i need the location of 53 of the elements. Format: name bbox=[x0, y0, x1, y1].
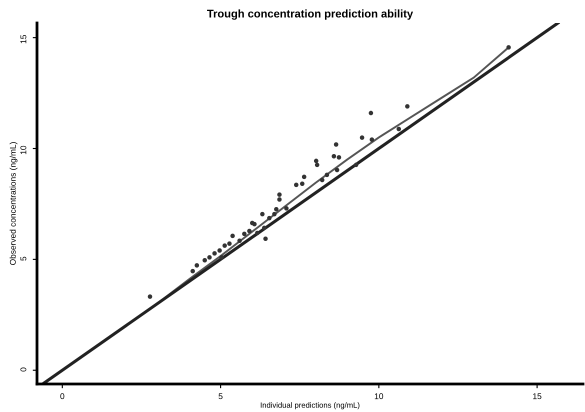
point bbox=[368, 110, 374, 116]
point bbox=[262, 226, 267, 230]
y-tick-label: 0 bbox=[20, 368, 26, 372]
point bbox=[267, 216, 272, 220]
point bbox=[222, 243, 227, 248]
point bbox=[250, 220, 254, 226]
point bbox=[190, 268, 195, 274]
point bbox=[260, 212, 265, 216]
point bbox=[354, 162, 358, 168]
x-tick-label: 5 bbox=[218, 393, 223, 400]
point bbox=[227, 241, 232, 246]
point bbox=[300, 182, 304, 186]
point bbox=[194, 263, 200, 268]
point bbox=[212, 251, 217, 256]
point bbox=[405, 104, 410, 109]
point bbox=[230, 234, 235, 238]
point bbox=[396, 126, 402, 132]
point bbox=[506, 45, 511, 50]
point bbox=[284, 206, 289, 211]
point bbox=[255, 230, 260, 236]
point bbox=[277, 197, 282, 202]
point bbox=[320, 178, 324, 182]
y-tick-label: 5 bbox=[20, 256, 26, 261]
x-tick-label: 10 bbox=[374, 393, 384, 400]
point bbox=[360, 135, 364, 140]
point bbox=[370, 137, 374, 142]
point bbox=[334, 168, 340, 172]
point bbox=[202, 258, 208, 263]
x-tick-label: 15 bbox=[533, 393, 542, 400]
point bbox=[314, 162, 320, 168]
point bbox=[324, 172, 330, 178]
y-tick-label: 10 bbox=[20, 146, 26, 154]
point bbox=[237, 238, 242, 243]
point bbox=[247, 228, 252, 234]
point bbox=[148, 294, 152, 299]
y-tick-label: 15 bbox=[20, 34, 26, 44]
point bbox=[302, 174, 306, 180]
chart-title: Trough concentration prediction ability bbox=[207, 9, 414, 20]
point bbox=[207, 255, 212, 260]
point bbox=[217, 248, 222, 253]
point bbox=[277, 192, 282, 197]
point bbox=[336, 155, 342, 160]
point bbox=[274, 207, 279, 212]
point bbox=[242, 232, 247, 236]
point bbox=[314, 158, 318, 164]
point bbox=[219, 255, 224, 260]
point bbox=[272, 212, 277, 216]
x-tick-label: 0 bbox=[60, 393, 64, 400]
y-axis-title: Observed concentrations (ng/mL) bbox=[10, 142, 18, 265]
point bbox=[263, 236, 268, 242]
point bbox=[332, 154, 336, 159]
point bbox=[334, 142, 338, 147]
point bbox=[294, 182, 298, 188]
